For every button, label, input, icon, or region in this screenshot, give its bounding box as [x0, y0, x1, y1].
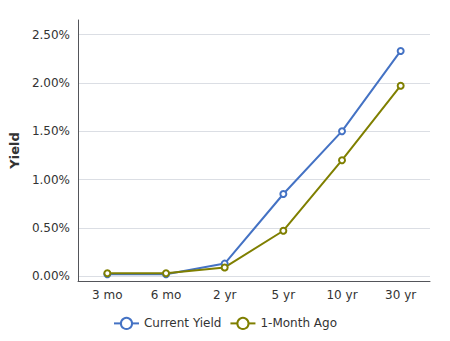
svg-text:10 yr: 10 yr — [326, 288, 357, 302]
svg-text:1.00%: 1.00% — [32, 173, 70, 187]
svg-text:5 yr: 5 yr — [272, 288, 296, 302]
svg-text:2.00%: 2.00% — [32, 76, 70, 90]
svg-text:0.00%: 0.00% — [32, 269, 70, 283]
svg-text:1.50%: 1.50% — [32, 124, 70, 138]
svg-text:0.50%: 0.50% — [32, 221, 70, 235]
svg-text:3 mo: 3 mo — [92, 288, 122, 302]
svg-text:2.50%: 2.50% — [32, 28, 70, 42]
svg-text:30 yr: 30 yr — [385, 288, 416, 302]
svg-text:2 yr: 2 yr — [213, 288, 237, 302]
svg-text:6 mo: 6 mo — [151, 288, 181, 302]
svg-text:1-Month Ago: 1-Month Ago — [260, 316, 337, 330]
svg-text:Current Yield: Current Yield — [144, 316, 221, 330]
svg-text:Yield: Yield — [7, 132, 22, 169]
